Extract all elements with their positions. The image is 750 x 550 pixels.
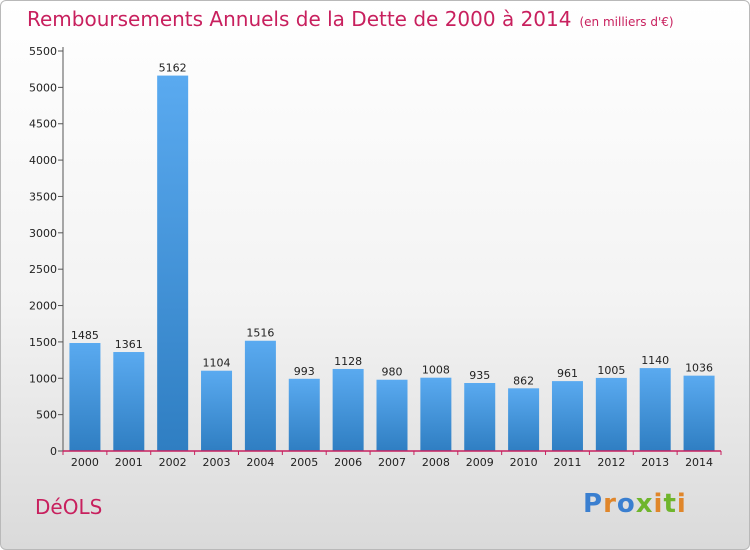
x-tick-label: 2006 (334, 456, 362, 469)
bar (244, 340, 276, 451)
bar-value-label: 1516 (246, 327, 274, 340)
brand-logo-letter: P (583, 489, 604, 519)
bar (508, 388, 540, 451)
y-tick-label: 5500 (29, 45, 57, 58)
y-axis: 0 500 1000 1500 2000 2500 3000 3500 4000 4500 5000… (29, 45, 64, 458)
bar-value-label: 1104 (203, 357, 231, 370)
x-tick-label: 2012 (597, 456, 625, 469)
y-tick-label: 3500 (29, 190, 57, 203)
bar (551, 381, 583, 451)
brand-logo: Proxiti (583, 489, 687, 519)
bar-value-label: 1128 (334, 355, 362, 368)
y-tick-label: 2000 (29, 300, 57, 313)
x-tick-label: 2003 (203, 456, 231, 469)
x-tick-label: 2008 (422, 456, 450, 469)
bar (157, 75, 189, 451)
y-tick-label: 4000 (29, 154, 57, 167)
commune-name: DéOLS (35, 495, 103, 519)
brand-logo-letter: t (663, 489, 677, 519)
y-tick-label: 1500 (29, 336, 57, 349)
bar (639, 368, 671, 451)
bar-value-label: 993 (294, 365, 315, 378)
brand-logo-letter: o (616, 489, 636, 519)
x-tick-label: 2004 (246, 456, 274, 469)
y-tick-label: 4500 (29, 118, 57, 131)
y-tick-label: 500 (36, 409, 57, 422)
bar-value-label: 1361 (115, 338, 143, 351)
bars: 1485 1361 5162 1104 1516 993 1128 980 1008 935 862… (69, 62, 715, 451)
chart-subtitle: (en milliers d'€) (579, 15, 674, 29)
chart-title-text: Remboursements Annuels de la Dette de 20… (27, 7, 572, 31)
x-tick-label: 2011 (553, 456, 581, 469)
x-tick-label: 2013 (641, 456, 669, 469)
bar-value-label: 980 (382, 366, 403, 379)
x-tick-label: 2001 (115, 456, 143, 469)
y-tick-label: 5000 (29, 81, 57, 94)
x-tick-label: 2005 (290, 456, 318, 469)
x-tick-label: 2000 (71, 456, 99, 469)
bar-value-label: 1008 (422, 364, 450, 377)
x-tick-label: 2009 (466, 456, 494, 469)
y-tick-label: 0 (50, 445, 57, 458)
bar-value-label: 1036 (685, 362, 713, 375)
bar-value-label: 5162 (159, 62, 187, 75)
x-tick-label: 2007 (378, 456, 406, 469)
bar-value-label: 1005 (597, 364, 625, 377)
bar (113, 352, 145, 451)
bar-value-label: 1140 (641, 354, 669, 367)
chart-title: Remboursements Annuels de la Dette de 20… (27, 7, 674, 31)
x-tick-label: 2002 (159, 456, 187, 469)
bar (595, 377, 627, 451)
bar-value-label: 961 (557, 367, 578, 380)
bar (201, 370, 233, 451)
brand-logo-letter: i (653, 489, 664, 519)
bar (69, 343, 101, 451)
y-tick-label: 1000 (29, 372, 57, 385)
bar (683, 375, 715, 451)
bar (288, 378, 320, 451)
brand-logo-letter: r (603, 489, 617, 519)
x-tick-label: 2010 (510, 456, 538, 469)
y-tick-label: 3000 (29, 227, 57, 240)
brand-logo-letter: x (635, 489, 654, 519)
brand-logo-letter: i (676, 489, 687, 519)
bar (420, 377, 452, 451)
x-axis: 2000 2001 2002 2003 2004 2005 2006 2007 2008 2009… (62, 450, 722, 469)
y-tick-label: 2500 (29, 263, 57, 276)
bar-value-label: 1485 (71, 329, 99, 342)
bar-value-label: 935 (469, 369, 490, 382)
bar (332, 368, 364, 451)
bar (376, 379, 408, 451)
bar-value-label: 862 (513, 374, 534, 387)
x-tick-label: 2014 (685, 456, 713, 469)
bar (464, 383, 496, 451)
